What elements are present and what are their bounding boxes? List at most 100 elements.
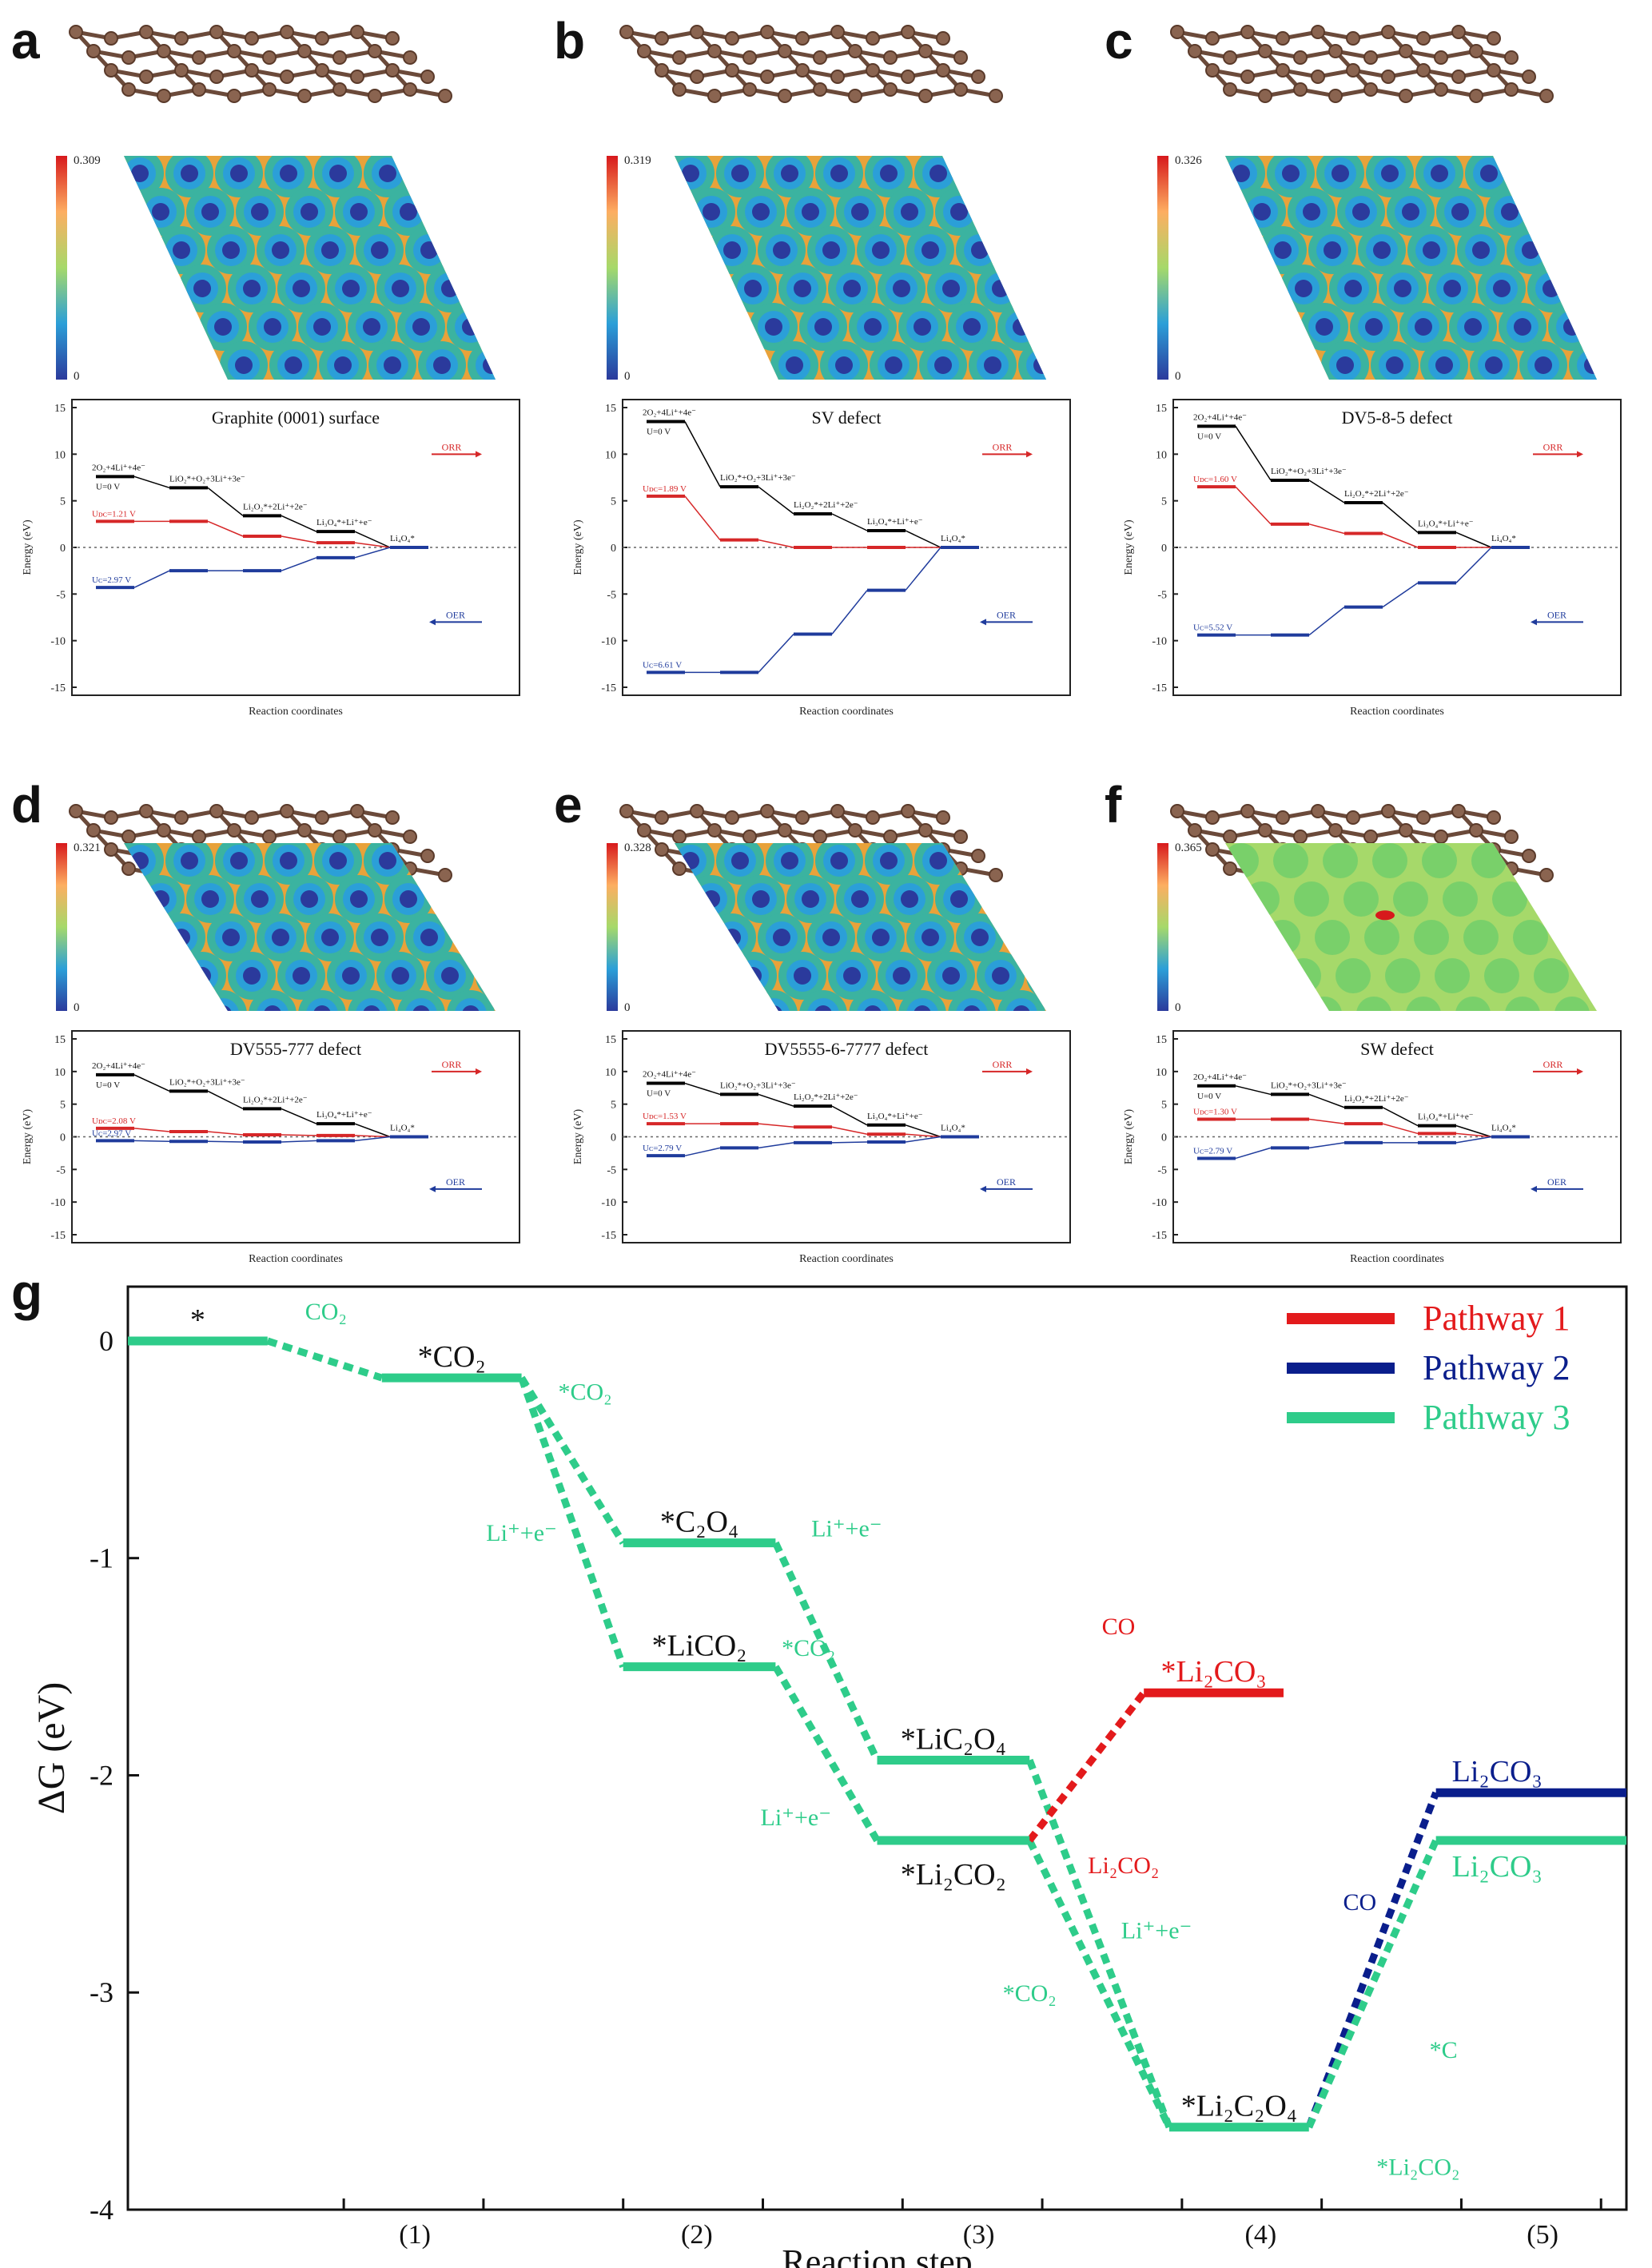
carbon-atom: [227, 823, 241, 838]
density-ring: [124, 196, 127, 228]
carbon-atom: [368, 89, 382, 103]
density-core: [992, 967, 1009, 985]
step-label: Li₃O₄*+Li⁺+e⁻: [316, 518, 372, 527]
connector-5: [1025, 1758, 1173, 2129]
carbon-atom: [1223, 50, 1237, 65]
carbon-atom: [69, 804, 83, 818]
connector-2-2: [831, 1141, 868, 1144]
density-core: [653, 890, 671, 908]
charge-density-map: [124, 156, 551, 380]
uc-label: Uᴄ=2.97 V: [92, 1128, 131, 1138]
density-blob: [1570, 843, 1597, 878]
density-core: [173, 929, 190, 946]
carbon-atom: [1451, 25, 1466, 39]
density-ring: [1647, 303, 1652, 351]
density-ring: [948, 990, 996, 1011]
carbon-atom: [760, 804, 774, 818]
density-ring: [455, 998, 487, 1011]
annotation-1: *CO₂: [558, 1379, 611, 1405]
density-core: [462, 1005, 480, 1011]
density-ring: [1042, 883, 1046, 915]
y-tick-label: -5: [1157, 589, 1167, 601]
density-core: [885, 356, 902, 374]
density-ring: [533, 875, 551, 923]
udc-label: Uᴅᴄ=1.53 V: [643, 1112, 687, 1121]
density-core: [540, 280, 551, 297]
density-blob: [1286, 958, 1321, 993]
carbon-atom: [1188, 44, 1202, 58]
connector-2-0: [133, 570, 170, 588]
step-label: LiO₂*+O₂+3Li⁺+3e⁻: [1271, 1080, 1347, 1090]
density-core: [786, 356, 803, 374]
density-core: [802, 203, 819, 221]
connector-2-3: [905, 1136, 941, 1143]
x-axis-label: Reaction coordinates: [249, 706, 343, 718]
u0-label: U=0 V: [1197, 432, 1221, 441]
density-ring: [1230, 265, 1278, 312]
density-blob: [1265, 920, 1300, 955]
annotation-11: *C: [1430, 2037, 1458, 2063]
panel-label-e: e: [554, 776, 583, 834]
density-core: [449, 203, 467, 221]
colorbar-min-label: 0: [1175, 370, 1181, 383]
density-ring: [1092, 883, 1101, 915]
density-ring: [1523, 157, 1554, 189]
density-blob: [1562, 920, 1597, 955]
carbon-atom: [227, 44, 241, 58]
connector-0-2: [831, 1105, 868, 1126]
density-core: [653, 203, 671, 221]
carbon-atom: [1416, 63, 1431, 78]
carbon-atom: [1522, 70, 1536, 84]
density-core: [752, 203, 770, 221]
carbon-atom: [1240, 804, 1255, 818]
y-tick-label: -1: [90, 1542, 113, 1574]
density-ring: [675, 196, 678, 228]
carbon-atom: [637, 823, 651, 838]
density-ring: [356, 998, 388, 1011]
density-blob: [1641, 881, 1652, 917]
density-core: [1266, 318, 1284, 336]
density-blob: [1323, 843, 1358, 878]
carbon-atom: [1328, 89, 1343, 103]
density-blob: [1633, 958, 1652, 993]
density-ring: [1055, 998, 1087, 1030]
level-label-6: *Li₂C₂O₄: [1181, 2090, 1297, 2123]
density-ring: [1577, 265, 1597, 312]
density-ring: [1614, 149, 1652, 197]
density-ring: [956, 998, 988, 1011]
energy-plot-title: Graphite (0001) surface: [212, 408, 380, 428]
carbon-atom: [707, 89, 722, 103]
carbon-atom: [1293, 82, 1308, 97]
density-ring: [484, 188, 496, 236]
y-tick-label: -5: [607, 589, 616, 601]
density-core: [272, 241, 289, 259]
density-core: [392, 280, 409, 297]
x-axis-label: Reaction coordinates: [799, 706, 894, 718]
step-label: Li₄O₄*: [941, 1124, 965, 1133]
density-core: [814, 1005, 832, 1011]
step-label: LiO₂*+O₂+3Li⁺+3e⁻: [1271, 467, 1347, 476]
carbon-atom: [121, 861, 136, 876]
density-ring: [442, 883, 474, 915]
density-ring: [1614, 234, 1646, 266]
density-core: [1078, 852, 1096, 869]
carbon-atom: [672, 50, 687, 65]
density-core: [334, 356, 352, 374]
density-core: [1070, 241, 1088, 259]
connector-2-0: [133, 1140, 170, 1142]
density-core: [1287, 356, 1304, 374]
density-ring: [1535, 188, 1583, 236]
carbon-atom: [936, 63, 950, 78]
density-core: [1295, 280, 1312, 297]
connector-2-3: [1455, 547, 1492, 583]
carbon-atom: [690, 804, 704, 818]
graphene-skeleton: [1170, 25, 1554, 103]
carbon-atom: [848, 89, 862, 103]
density-ring: [1585, 273, 1597, 304]
carbon-atom: [813, 50, 827, 65]
density-ring: [675, 234, 699, 266]
step-label: Li₂O₂*+2Li⁺+2e⁻: [243, 502, 308, 511]
carbon-atom: [403, 50, 417, 65]
density-ring: [1013, 156, 1046, 197]
carbon-atom: [918, 44, 933, 58]
